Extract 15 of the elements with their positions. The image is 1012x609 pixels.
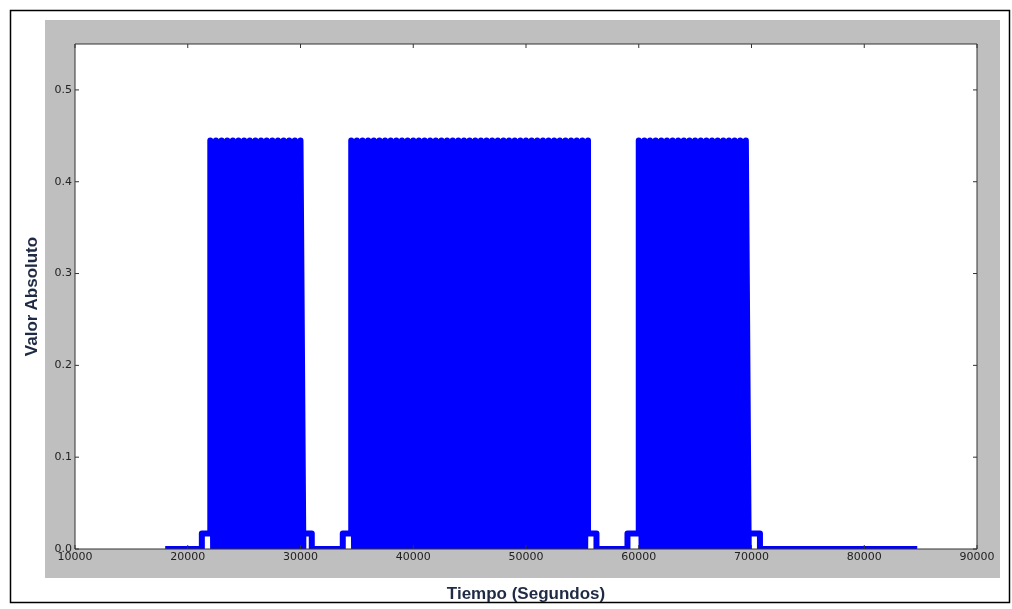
x-tick-label: 70000: [734, 550, 769, 564]
y-tick-label: 0.5: [54, 82, 72, 96]
y-tick-label: 0.1: [54, 450, 72, 464]
x-tick-label: 50000: [508, 550, 544, 564]
x-tick-label: 20000: [170, 550, 206, 564]
y-tick-label: 0.2: [54, 358, 72, 372]
y-axis-title: Valor Absoluto: [21, 236, 41, 357]
y-tick-label: 0.3: [54, 266, 72, 280]
y-tick-label: 0.4: [54, 174, 72, 188]
x-tick-label: 60000: [621, 550, 657, 564]
x-axis-title: Tiempo (Segundos): [446, 584, 606, 604]
x-tick-label: 30000: [283, 550, 318, 564]
x-tick-label: 80000: [846, 550, 882, 564]
x-tick-label: 40000: [395, 550, 431, 564]
x-tick-label: 90000: [959, 550, 995, 564]
